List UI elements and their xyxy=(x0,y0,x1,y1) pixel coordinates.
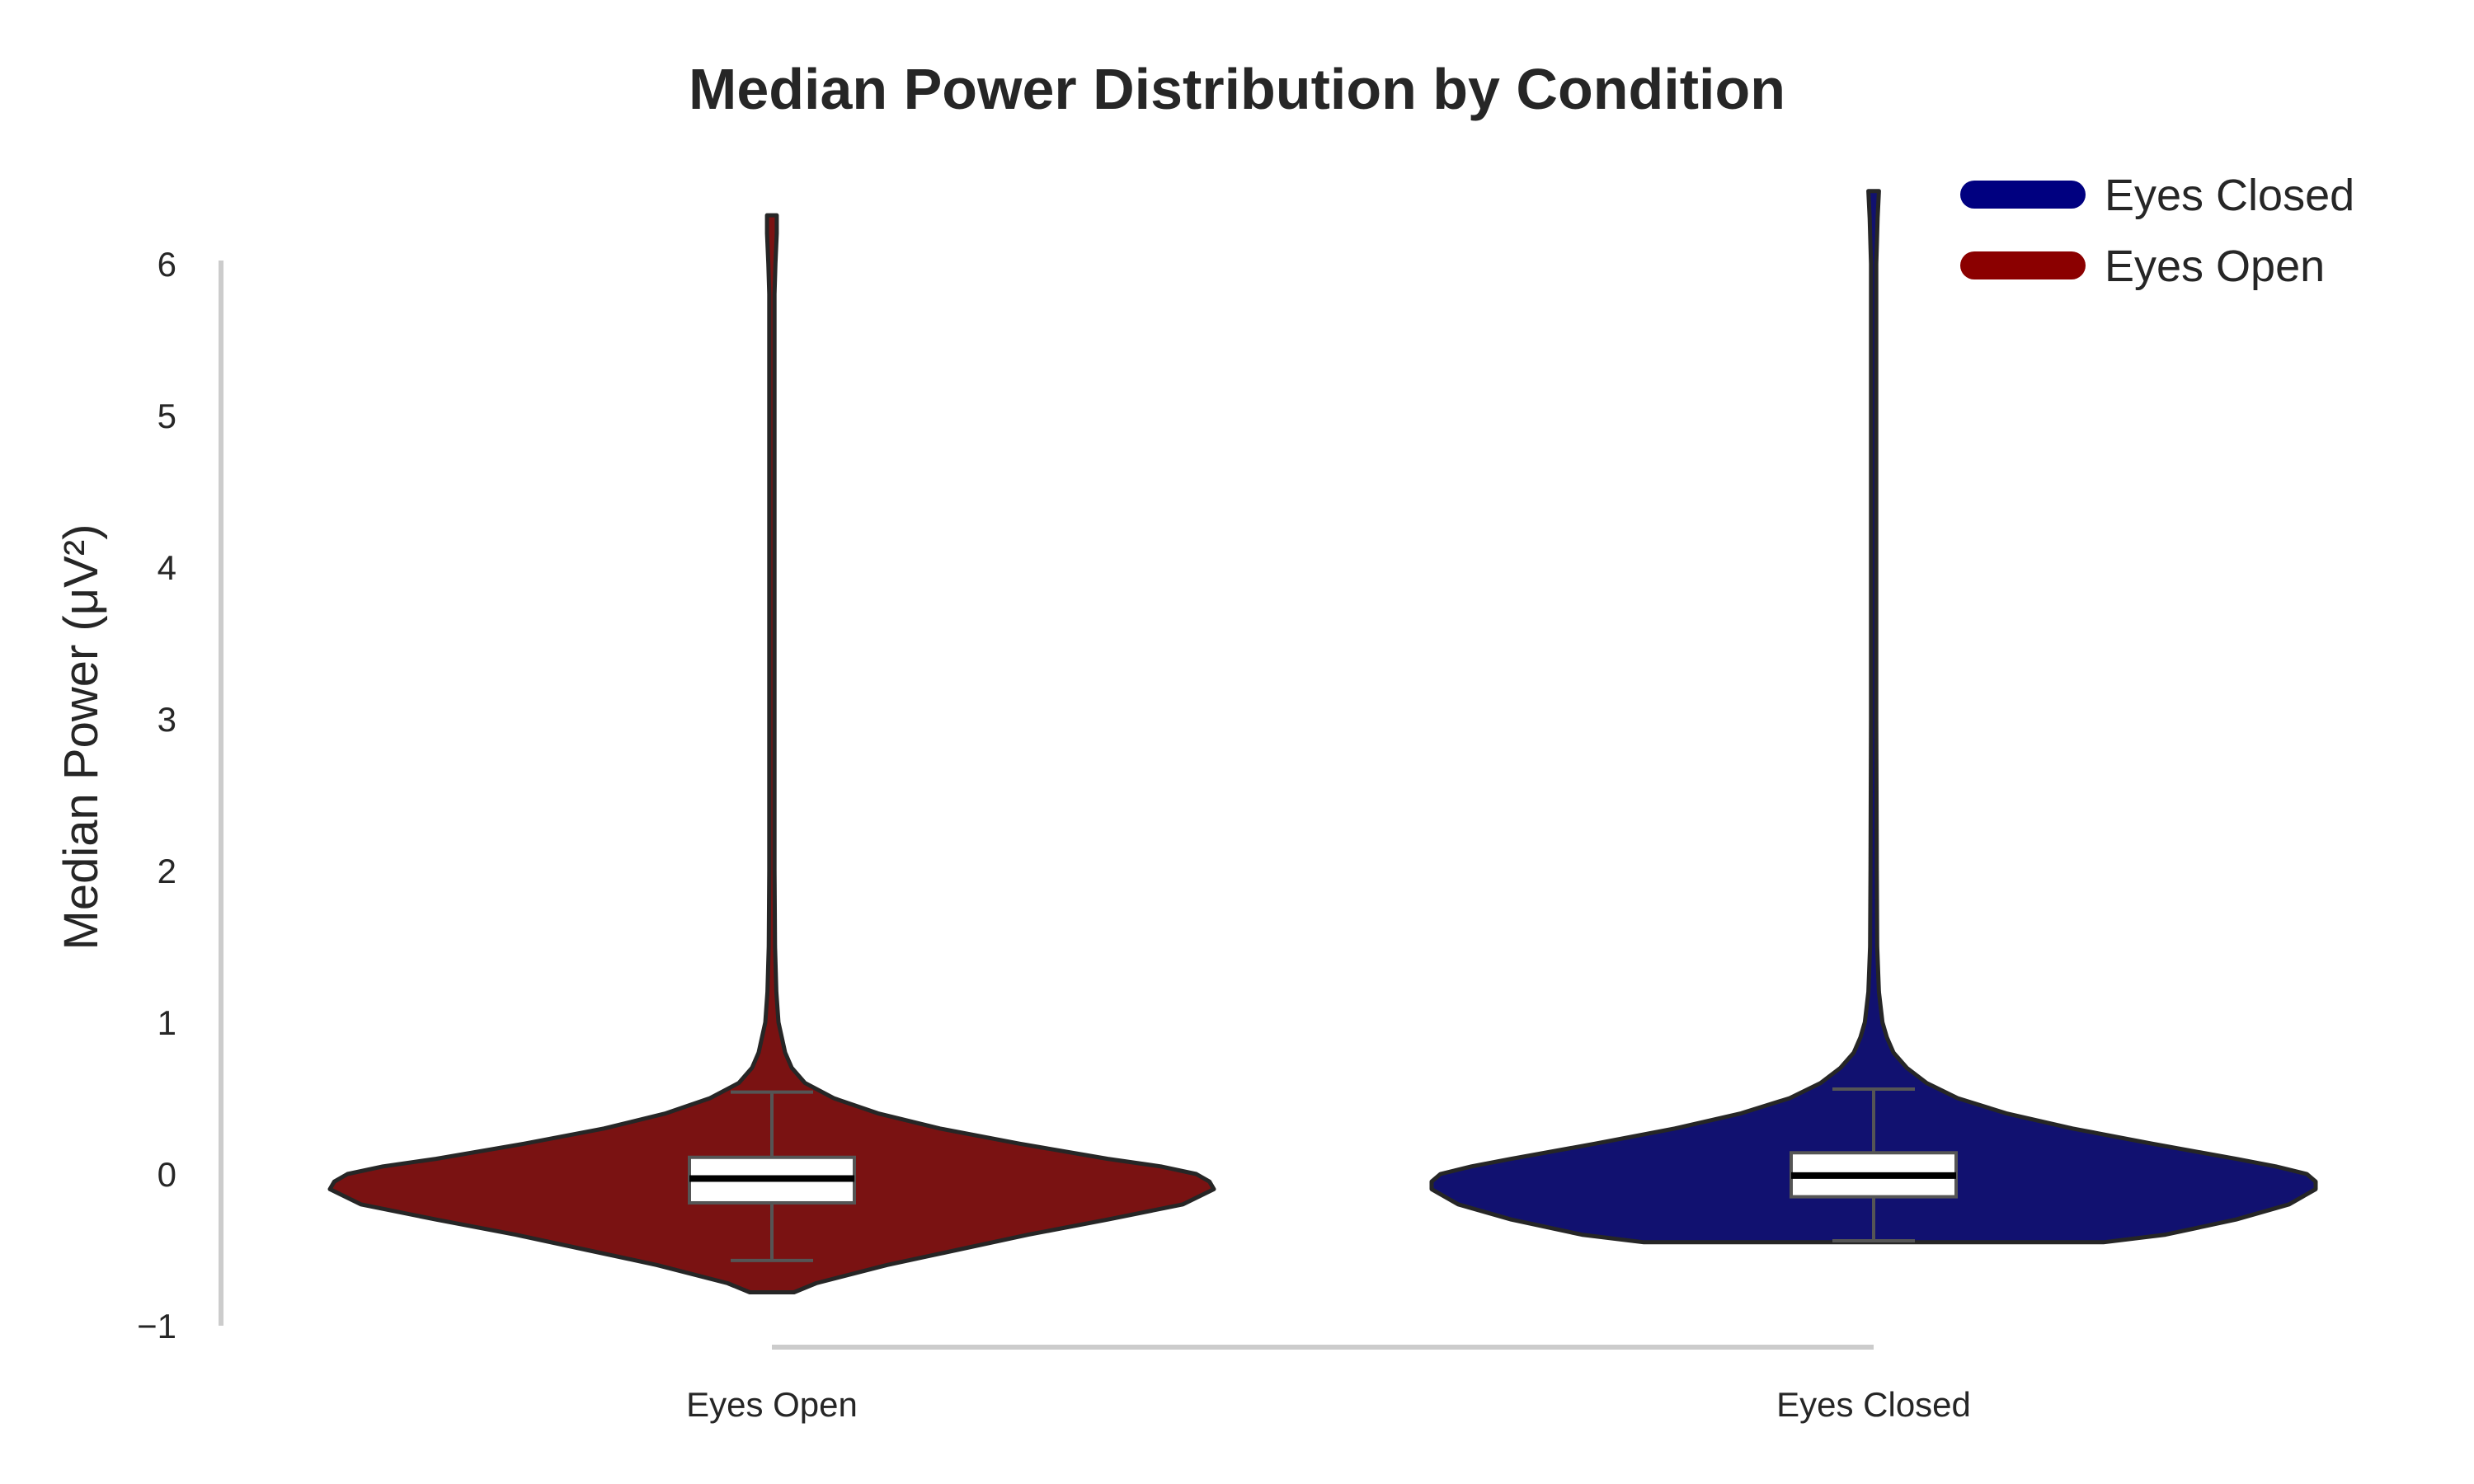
y-tick-labels: −1 0 1 2 3 4 5 6 xyxy=(137,245,176,1345)
violin-body xyxy=(327,213,1216,1294)
legend: Eyes Closed Eyes Open xyxy=(1960,171,2354,291)
y-tick-label: 2 xyxy=(158,852,176,890)
y-tick-label: 0 xyxy=(158,1155,176,1194)
y-tick-label: 4 xyxy=(158,548,176,587)
y-tick-label: 3 xyxy=(158,700,176,739)
x-tick-labels: Eyes Open Eyes Closed xyxy=(686,1385,1971,1424)
y-tick-label: −1 xyxy=(137,1307,176,1345)
violin-eyes-closed xyxy=(1429,189,2318,1245)
x-tick-label: Eyes Closed xyxy=(1776,1385,1971,1424)
y-tick-label: 5 xyxy=(158,397,176,435)
violins xyxy=(327,189,2318,1294)
violin-eyes-open xyxy=(327,213,1216,1294)
x-tick-label: Eyes Open xyxy=(686,1385,858,1424)
y-tick-label: 6 xyxy=(158,245,176,284)
violin-body xyxy=(1429,189,2318,1245)
legend-label: Eyes Closed xyxy=(2105,171,2354,220)
y-tick-label: 1 xyxy=(158,1003,176,1042)
y-axis-label: Median Power (μV²) xyxy=(54,524,108,951)
legend-label: Eyes Open xyxy=(2105,242,2325,291)
chart-title: Median Power Distribution by Condition xyxy=(689,57,1785,121)
